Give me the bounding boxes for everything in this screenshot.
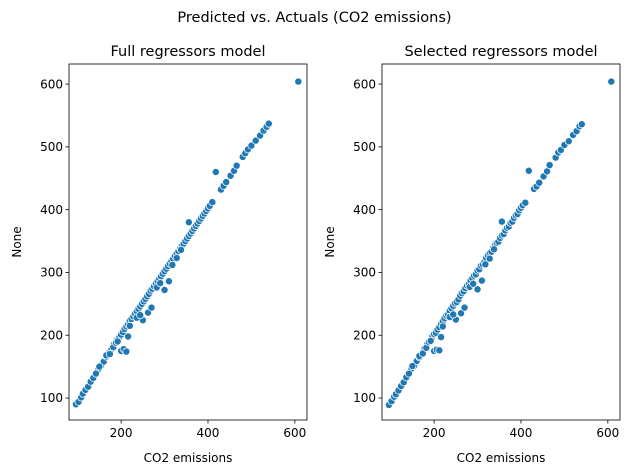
scatter-point xyxy=(122,347,131,356)
scatter-point xyxy=(184,218,193,227)
y-tick-label: 400 xyxy=(40,203,63,217)
scatter-points xyxy=(384,77,616,409)
y-axis-label: None xyxy=(10,226,24,257)
x-tick-label: 400 xyxy=(510,426,533,440)
y-tick-label: 600 xyxy=(353,77,376,91)
scatter-point xyxy=(294,77,303,86)
y-tick-label: 200 xyxy=(353,328,376,342)
scatter-point xyxy=(91,369,100,378)
scatter-point xyxy=(607,77,616,86)
scatter-point xyxy=(477,276,486,285)
scatter-point xyxy=(426,336,435,345)
scatter-point xyxy=(124,332,133,341)
scatter-point xyxy=(521,198,530,207)
y-axis-label: None xyxy=(323,226,337,257)
x-tick-label: 200 xyxy=(423,426,446,440)
x-tick-label: 600 xyxy=(283,426,306,440)
x-tick-label: 200 xyxy=(110,426,133,440)
axis-ticks: 200 400 600 100 200 300 400 500 600 xyxy=(40,77,306,440)
scatter-point xyxy=(460,303,469,312)
scatter-point xyxy=(437,333,446,342)
x-tick-label: 400 xyxy=(197,426,220,440)
scatter-point xyxy=(125,321,134,330)
x-tick-label: 600 xyxy=(596,426,619,440)
y-tick-label: 400 xyxy=(353,203,376,217)
scatter-point xyxy=(535,178,544,187)
axis-ticks: 200 400 600 100 200 300 400 500 600 xyxy=(353,77,619,440)
scatter-point xyxy=(222,178,231,187)
y-tick-label: 200 xyxy=(40,328,63,342)
scatter-point xyxy=(481,260,490,269)
scatter-point xyxy=(469,279,478,288)
scatter-point xyxy=(232,161,241,170)
y-tick-label: 300 xyxy=(40,266,63,280)
scatter-point xyxy=(545,161,554,170)
axes-frame xyxy=(381,63,621,421)
scatter-point xyxy=(208,198,217,207)
scatter-point xyxy=(497,217,506,226)
scatter-point xyxy=(564,137,573,146)
scatter-point xyxy=(211,168,220,176)
scatter-point xyxy=(156,279,165,288)
y-tick-label: 300 xyxy=(353,266,376,280)
scatter-point xyxy=(105,350,114,359)
scatter-point xyxy=(247,141,256,150)
panel-title: Full regressors model xyxy=(111,44,266,60)
x-axis-label: CO2 emissions xyxy=(144,451,233,465)
scatter-point xyxy=(438,322,447,331)
scatter-point xyxy=(164,277,173,286)
panel-selected-regressors: Selected regressors model 200 400 60010020… xyxy=(323,44,621,465)
scatter-point xyxy=(177,245,186,254)
scatter-point xyxy=(435,346,444,355)
y-tick-label: 500 xyxy=(353,140,376,154)
scatter-point xyxy=(457,309,466,318)
scatter-point xyxy=(577,120,586,129)
scatter-point xyxy=(172,254,181,262)
scatter-point xyxy=(490,245,499,254)
scatter-points xyxy=(71,77,303,409)
scatter-point xyxy=(160,286,169,295)
x-axis-label: CO2 emissions xyxy=(457,451,546,465)
y-tick-label: 500 xyxy=(40,140,63,154)
scatter-point xyxy=(251,136,260,145)
axes-frame xyxy=(68,63,308,421)
panel-full-regressors: Full regressors model 200 400 600 100 200 300… xyxy=(10,44,308,465)
scatter-point xyxy=(473,285,482,294)
scatter-point xyxy=(485,254,494,263)
figure-suptitle: Predicted vs. Actuals (CO2 emissions) xyxy=(177,10,451,26)
scatter-point xyxy=(113,337,122,346)
scatter-point xyxy=(168,260,177,269)
scatter-point xyxy=(147,303,156,312)
y-tick-label: 600 xyxy=(40,77,63,91)
panel-title: Selected regressors model xyxy=(404,44,597,60)
y-tick-label: 100 xyxy=(40,391,63,405)
scatter-point xyxy=(449,310,458,319)
scatter-point xyxy=(404,369,413,378)
scatter-point xyxy=(264,119,273,128)
scatter-point xyxy=(136,311,145,320)
scatter-point xyxy=(95,362,104,371)
y-tick-label: 100 xyxy=(353,391,376,405)
scatter-point xyxy=(524,166,533,175)
scatter-point xyxy=(408,362,417,370)
scatter-point xyxy=(418,349,427,358)
